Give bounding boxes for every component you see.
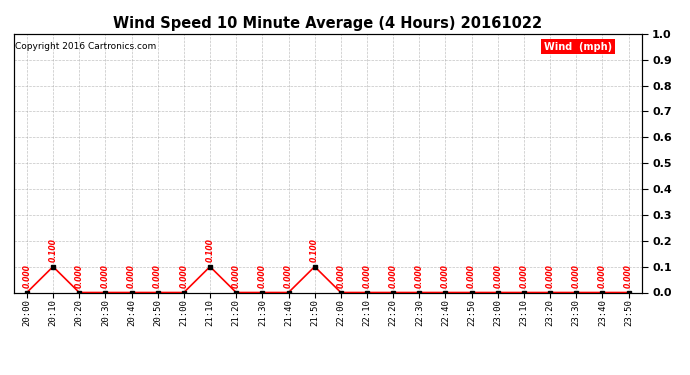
- Text: 0.000: 0.000: [22, 264, 31, 288]
- Title: Wind Speed 10 Minute Average (4 Hours) 20161022: Wind Speed 10 Minute Average (4 Hours) 2…: [113, 16, 542, 31]
- Text: Wind  (mph): Wind (mph): [544, 42, 613, 51]
- Text: 0.000: 0.000: [336, 264, 345, 288]
- Text: 0.000: 0.000: [624, 264, 633, 288]
- Text: 0.000: 0.000: [362, 264, 371, 288]
- Text: 0.000: 0.000: [153, 264, 162, 288]
- Text: 0.000: 0.000: [493, 264, 502, 288]
- Text: 0.000: 0.000: [388, 264, 397, 288]
- Text: 0.000: 0.000: [232, 264, 241, 288]
- Text: 0.000: 0.000: [101, 264, 110, 288]
- Text: 0.100: 0.100: [310, 238, 319, 262]
- Text: 0.000: 0.000: [75, 264, 83, 288]
- Text: 0.100: 0.100: [206, 238, 215, 262]
- Text: 0.000: 0.000: [127, 264, 136, 288]
- Text: 0.000: 0.000: [415, 264, 424, 288]
- Text: 0.000: 0.000: [598, 264, 607, 288]
- Text: 0.100: 0.100: [48, 238, 57, 262]
- Text: 0.000: 0.000: [467, 264, 476, 288]
- Text: 0.000: 0.000: [179, 264, 188, 288]
- Text: Copyright 2016 Cartronics.com: Copyright 2016 Cartronics.com: [15, 42, 157, 51]
- Text: 0.000: 0.000: [284, 264, 293, 288]
- Text: 0.000: 0.000: [572, 264, 581, 288]
- Text: 0.000: 0.000: [258, 264, 267, 288]
- Text: 0.000: 0.000: [520, 264, 529, 288]
- Text: 0.000: 0.000: [546, 264, 555, 288]
- Text: 0.000: 0.000: [441, 264, 450, 288]
